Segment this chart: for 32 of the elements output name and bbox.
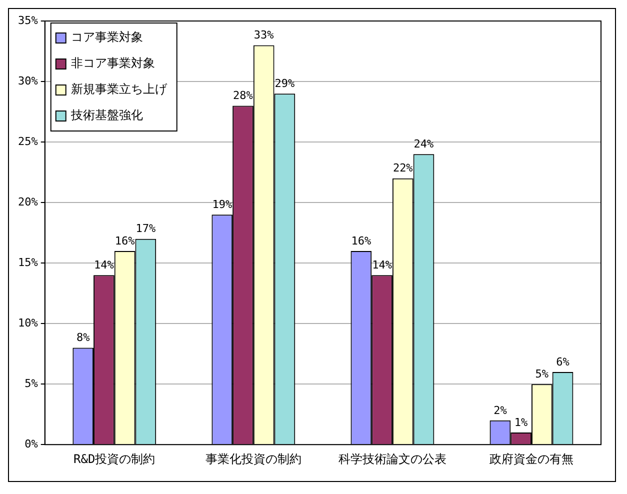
data-label: 1% [514, 416, 528, 429]
data-label: 2% [494, 404, 508, 417]
legend-label: コア事業対象 [70, 30, 143, 44]
data-label: 28% [233, 89, 254, 102]
legend-label: 非コア事業対象 [70, 56, 155, 70]
data-label: 22% [392, 162, 414, 175]
y-tick-label: 0% [24, 437, 38, 450]
y-tick-label: 30% [18, 74, 38, 88]
data-label: 19% [212, 198, 232, 212]
data-label: 16% [351, 234, 372, 248]
y-tick-label: 35% [18, 14, 38, 27]
data-label: 14% [94, 258, 114, 272]
data-label: 5% [535, 367, 549, 380]
data-label: 29% [274, 76, 296, 90]
x-tick-label: 事業化投資の制約 [205, 452, 302, 466]
data-label: 16% [114, 234, 136, 248]
y-tick-label: 15% [18, 256, 38, 269]
x-tick-label: 科学技術論文の公表 [338, 452, 446, 466]
data-label: 24% [414, 137, 434, 150]
x-tick-label: 政府資金の有無 [489, 452, 574, 466]
data-label: 6% [556, 355, 570, 368]
data-label: 33% [254, 28, 274, 42]
y-tick-label: 5% [24, 376, 38, 390]
y-tick-label: 20% [18, 195, 38, 208]
legend-label: 新規事業立ち上げ [70, 82, 168, 96]
data-label: 8% [76, 331, 90, 344]
legend-label: 技術基盤強化 [70, 108, 143, 122]
x-tick-label: R&D投資の制約 [74, 452, 156, 466]
data-label: 17% [136, 222, 156, 236]
y-tick-label: 10% [18, 316, 38, 330]
y-tick-label: 25% [18, 134, 38, 148]
data-label: 14% [372, 258, 392, 272]
